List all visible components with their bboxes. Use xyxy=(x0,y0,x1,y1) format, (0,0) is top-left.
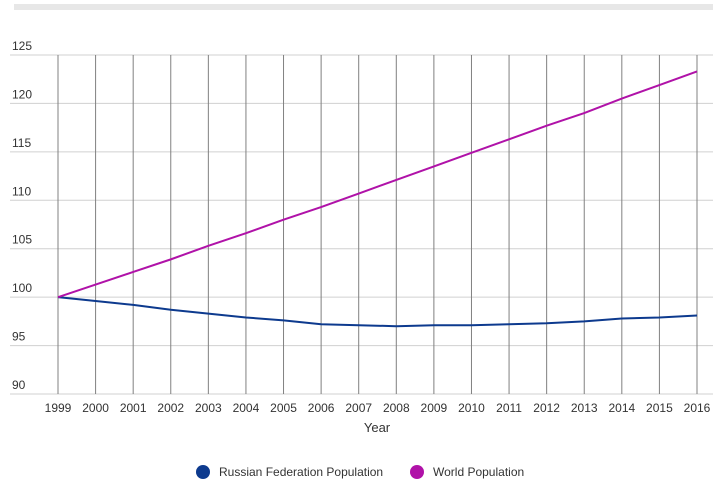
y-tick-labels: 90 95 100 105 110 115 120 125 xyxy=(12,39,32,392)
x-tick-2009: 2009 xyxy=(421,401,448,415)
x-tick-2002: 2002 xyxy=(157,401,184,415)
y-tick-105: 105 xyxy=(12,233,32,247)
x-tick-2005: 2005 xyxy=(270,401,297,415)
x-tick-2008: 2008 xyxy=(383,401,410,415)
legend-swatch-1 xyxy=(196,465,210,479)
grid xyxy=(10,54,713,395)
series-line-1 xyxy=(57,296,698,328)
series-lines xyxy=(57,70,698,328)
x-tick-2010: 2010 xyxy=(458,401,485,415)
legend-swatch-2 xyxy=(410,465,424,479)
y-tick-115: 115 xyxy=(12,136,31,150)
y-tick-90: 90 xyxy=(12,378,26,392)
legend: Russian Federation Population World Popul… xyxy=(196,465,524,479)
x-tick-2007: 2007 xyxy=(345,401,372,415)
y-tick-110: 110 xyxy=(12,184,31,198)
legend-label-2: World Population xyxy=(433,465,524,479)
x-axis-label: Year xyxy=(364,420,391,435)
y-tick-120: 120 xyxy=(12,87,32,101)
x-tick-2001: 2001 xyxy=(120,401,147,415)
y-tick-100: 100 xyxy=(12,281,32,295)
x-tick-2006: 2006 xyxy=(308,401,335,415)
legend-label-1: Russian Federation Population xyxy=(219,465,383,479)
x-tick-1999: 1999 xyxy=(45,401,72,415)
x-tick-2014: 2014 xyxy=(608,401,635,415)
x-tick-2013: 2013 xyxy=(571,401,598,415)
y-tick-95: 95 xyxy=(12,330,26,344)
x-tick-labels: 1999 2000 2001 2002 2003 2004 2005 2006 2007 2008… xyxy=(45,401,711,415)
x-tick-2012: 2012 xyxy=(533,401,560,415)
x-tick-2016: 2016 xyxy=(684,401,711,415)
x-tick-2003: 2003 xyxy=(195,401,222,415)
x-tick-2011: 2011 xyxy=(496,401,522,415)
x-tick-2004: 2004 xyxy=(233,401,260,415)
x-tick-2000: 2000 xyxy=(82,401,109,415)
x-tick-2015: 2015 xyxy=(646,401,673,415)
top-bar xyxy=(14,4,713,10)
series-line-2 xyxy=(57,70,698,299)
y-tick-125: 125 xyxy=(12,39,32,53)
